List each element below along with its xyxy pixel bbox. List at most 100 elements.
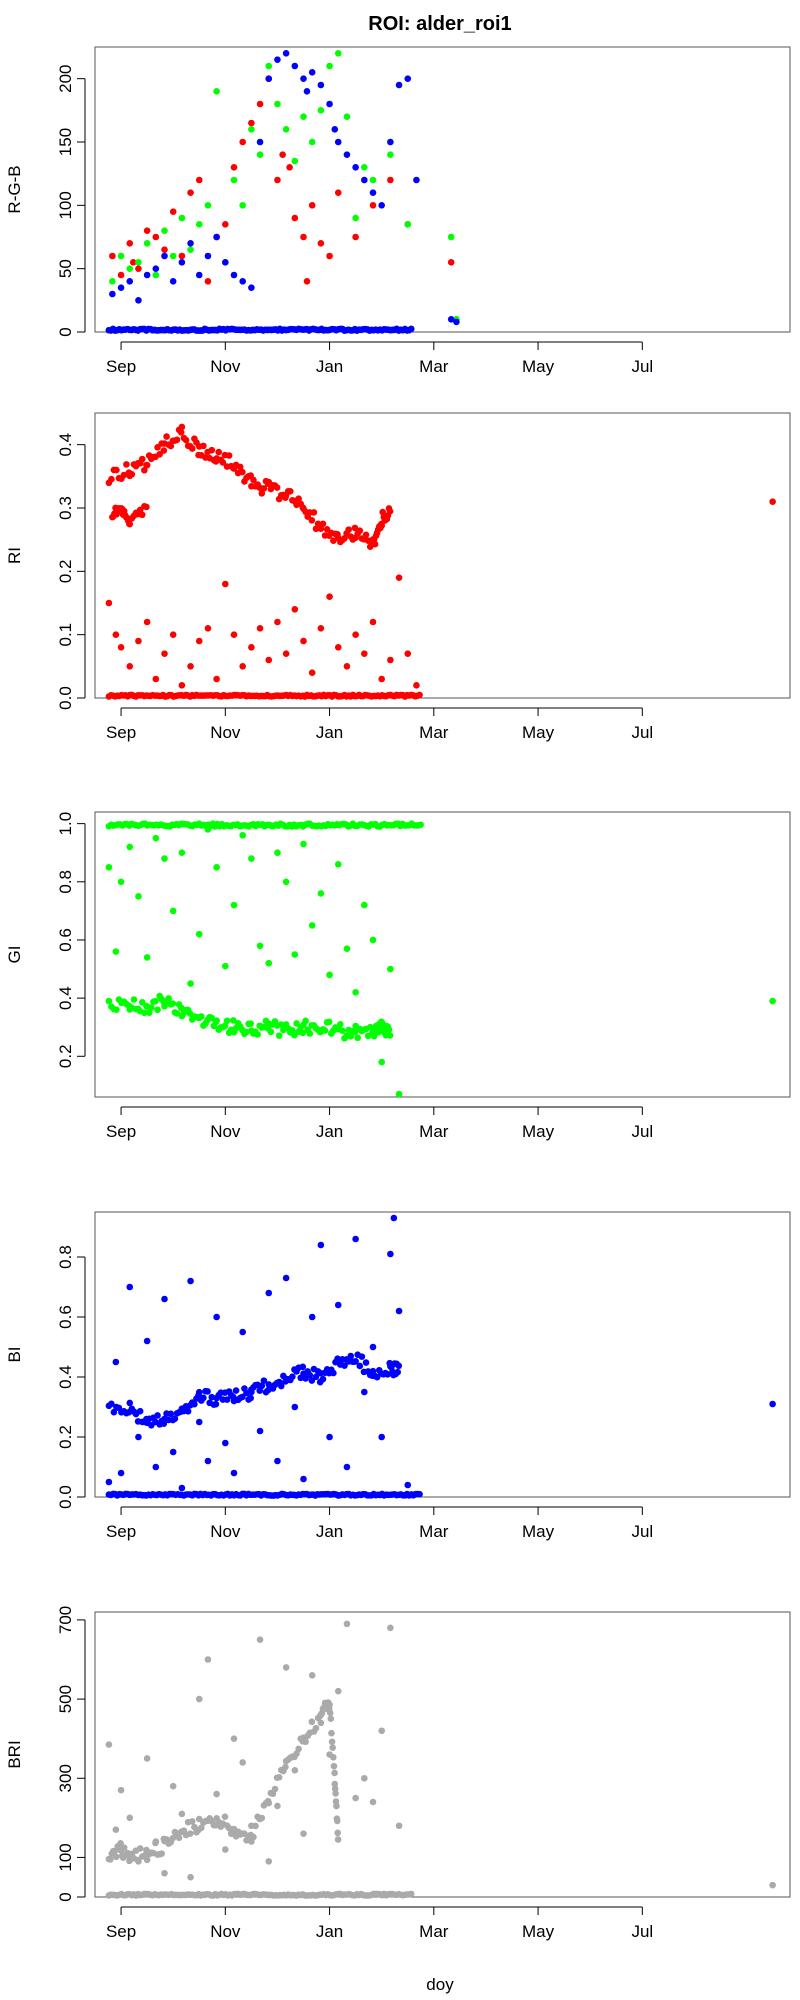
data-point	[303, 278, 311, 285]
y-axis-label: BRI	[5, 1740, 24, 1768]
y-tick-label: 0.8	[56, 870, 75, 894]
band-point	[141, 466, 148, 474]
data-point	[161, 855, 168, 862]
data-point	[274, 176, 281, 184]
data-point	[112, 1358, 120, 1366]
data-point	[317, 625, 325, 632]
data-point	[152, 1463, 160, 1471]
data-point	[187, 240, 194, 247]
x-tick-label: May	[522, 1122, 555, 1141]
band-point	[330, 537, 337, 544]
band-point	[247, 1020, 254, 1027]
band-point	[198, 1013, 205, 1020]
data-point	[453, 318, 460, 326]
data-point	[361, 901, 368, 909]
data-point	[169, 907, 177, 915]
data-point	[143, 618, 151, 626]
data-point	[282, 650, 290, 657]
data-point	[187, 663, 194, 670]
band-point	[347, 1033, 355, 1040]
data-point	[447, 316, 455, 323]
band-point	[341, 1362, 348, 1369]
data-point	[326, 62, 333, 70]
data-point	[135, 259, 142, 266]
data-point	[230, 164, 238, 171]
data-point	[387, 1250, 394, 1258]
data-point	[204, 202, 212, 209]
top-point	[417, 821, 424, 829]
data-point	[135, 265, 142, 272]
panel-3: 0.0 0.2 0.4 0.6 0.8 Sep Nov Jan Mar May Jul BI	[5, 1211, 791, 1541]
panel-0: 0 50 100 150 200 Sep Nov Jan Mar May Jul R-G-B	[5, 46, 791, 376]
band-point	[329, 1744, 336, 1751]
band-point	[254, 1031, 261, 1038]
data-point	[117, 271, 125, 279]
band-point	[169, 1000, 177, 1007]
data-point	[274, 849, 281, 857]
data-point	[326, 971, 333, 979]
data-point	[213, 233, 220, 241]
y-tick-label: 0.8	[56, 1245, 75, 1269]
data-point	[248, 284, 255, 291]
data-point	[169, 278, 177, 285]
band-point	[120, 471, 128, 479]
band-point	[371, 540, 379, 548]
data-point	[213, 675, 220, 683]
y-tick-label: 100	[56, 191, 75, 219]
data-point	[143, 271, 151, 279]
data-point	[308, 1313, 316, 1321]
data-point	[248, 126, 255, 133]
band-point	[394, 1368, 401, 1376]
data-point	[239, 1328, 246, 1336]
x-tick-label: Jul	[631, 1922, 653, 1941]
band-point	[319, 1375, 327, 1383]
band-point	[378, 522, 385, 529]
data-point	[378, 1433, 385, 1441]
band-point	[152, 997, 159, 1005]
data-point	[413, 682, 420, 689]
plot-frame	[94, 46, 791, 333]
data-point	[109, 278, 116, 285]
x-tick-label: Jan	[316, 357, 343, 376]
data-point	[152, 1838, 160, 1845]
plot-frame	[94, 811, 791, 1098]
data-point	[178, 1810, 186, 1818]
data-point	[195, 930, 203, 938]
data-point	[352, 1235, 359, 1243]
band-point	[354, 1034, 362, 1042]
data-point	[331, 126, 339, 133]
data-point	[256, 1427, 264, 1435]
band-point	[333, 1817, 341, 1825]
data-point	[291, 606, 299, 613]
data-point	[274, 100, 281, 108]
data-point	[204, 826, 212, 833]
y-tick-label: 0.4	[56, 1365, 75, 1389]
x-tick-label: Nov	[210, 1122, 241, 1141]
data-point	[126, 240, 134, 247]
y-tick-label: 0.6	[56, 1305, 75, 1329]
band-point	[260, 485, 268, 492]
data-point	[404, 1481, 412, 1489]
y-tick-label: 0	[56, 327, 75, 336]
data-point	[390, 1214, 398, 1222]
data-point	[387, 965, 394, 973]
data-point	[105, 599, 113, 607]
band-point	[198, 1824, 205, 1832]
band-point	[200, 1394, 207, 1402]
band-point	[286, 488, 294, 495]
data-point	[308, 1672, 316, 1679]
band-point	[258, 1382, 266, 1390]
band-point	[154, 1412, 161, 1419]
band-point	[123, 461, 130, 468]
band-point	[189, 445, 196, 452]
band-point	[223, 1017, 231, 1025]
band-point	[306, 1030, 314, 1037]
data-point	[126, 1814, 134, 1822]
zero-point	[416, 1490, 423, 1498]
data-point	[300, 113, 307, 120]
data-point	[369, 202, 377, 209]
data-point	[222, 580, 229, 588]
data-point	[378, 202, 385, 209]
data-point	[265, 62, 273, 70]
